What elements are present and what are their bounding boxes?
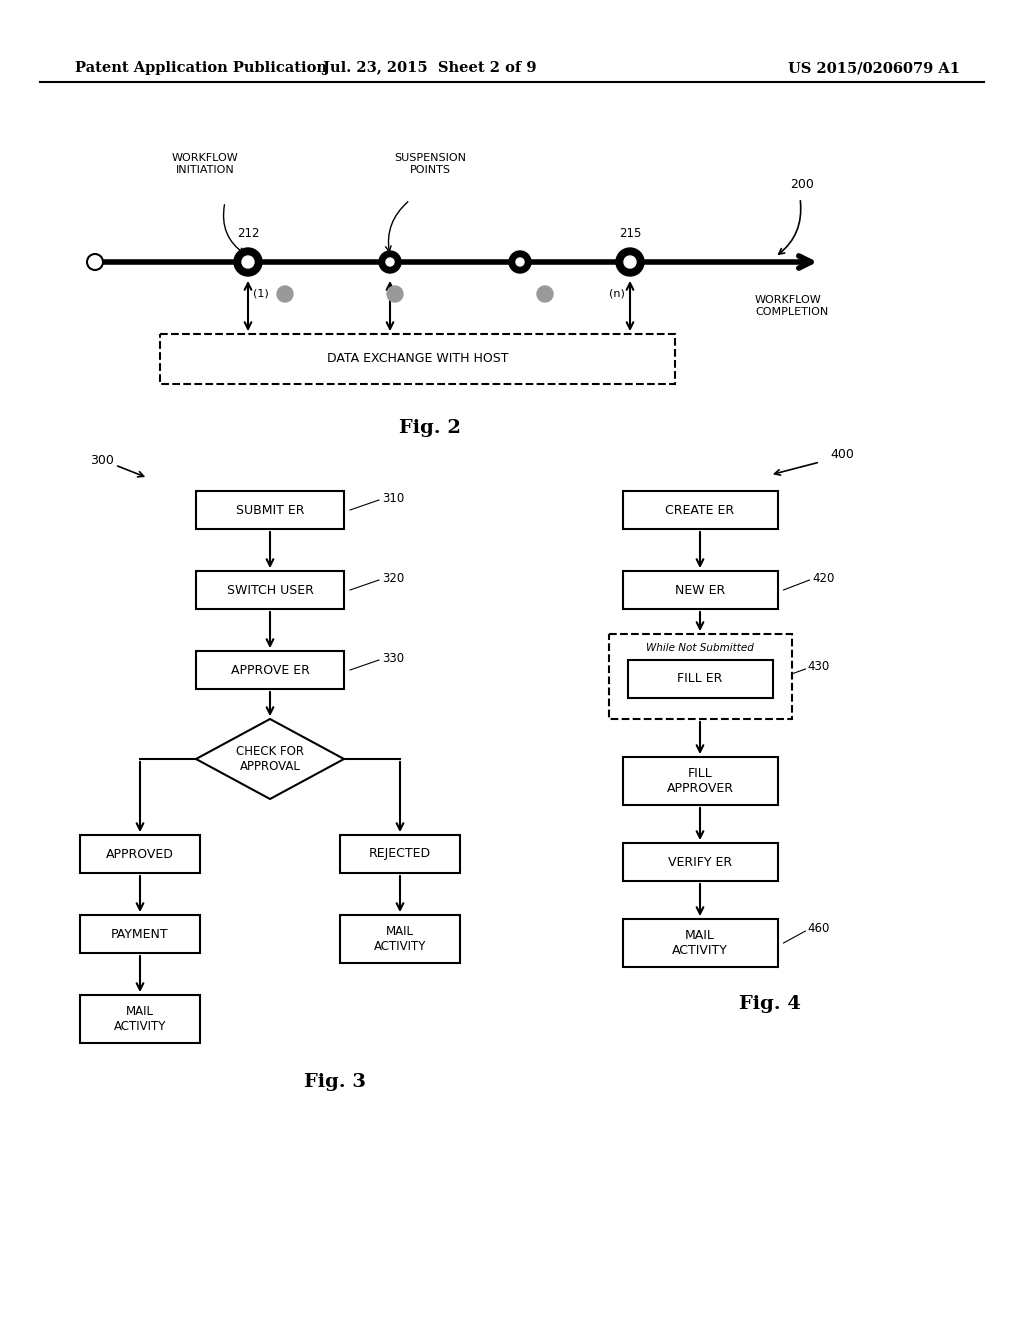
Bar xyxy=(623,919,777,968)
Circle shape xyxy=(234,248,262,276)
Text: APPROVE ER: APPROVE ER xyxy=(230,664,309,676)
Bar xyxy=(628,660,772,698)
Text: 420: 420 xyxy=(812,572,835,585)
Text: US 2015/0206079 A1: US 2015/0206079 A1 xyxy=(788,61,961,75)
Circle shape xyxy=(509,251,531,273)
Text: REJECTED: REJECTED xyxy=(369,847,431,861)
Bar xyxy=(623,843,777,880)
Bar xyxy=(608,634,792,719)
Text: DATA EXCHANGE WITH HOST: DATA EXCHANGE WITH HOST xyxy=(327,352,508,366)
Text: MAIL
ACTIVITY: MAIL ACTIVITY xyxy=(114,1005,166,1034)
Text: MAIL
ACTIVITY: MAIL ACTIVITY xyxy=(672,929,728,957)
Text: 310: 310 xyxy=(382,491,404,504)
Text: 212: 212 xyxy=(237,227,259,240)
Bar xyxy=(80,836,200,873)
Text: WORKFLOW
COMPLETION: WORKFLOW COMPLETION xyxy=(755,294,828,317)
Text: FILL
APPROVER: FILL APPROVER xyxy=(667,767,733,795)
Text: 330: 330 xyxy=(382,652,404,664)
Bar xyxy=(160,334,675,384)
Text: FILL ER: FILL ER xyxy=(677,672,723,685)
Text: (1): (1) xyxy=(253,289,268,300)
Bar xyxy=(340,836,460,873)
Circle shape xyxy=(387,286,403,302)
Text: Fig. 4: Fig. 4 xyxy=(739,995,801,1012)
Text: Jul. 23, 2015  Sheet 2 of 9: Jul. 23, 2015 Sheet 2 of 9 xyxy=(324,61,537,75)
Text: 300: 300 xyxy=(90,454,114,466)
Text: CREATE ER: CREATE ER xyxy=(666,503,734,516)
Text: VERIFY ER: VERIFY ER xyxy=(668,855,732,869)
Bar xyxy=(196,572,344,609)
Text: While Not Submitted: While Not Submitted xyxy=(646,643,754,653)
Bar xyxy=(80,915,200,953)
Circle shape xyxy=(386,257,394,267)
Text: Patent Application Publication: Patent Application Publication xyxy=(75,61,327,75)
Text: WORKFLOW
INITIATION: WORKFLOW INITIATION xyxy=(172,153,239,176)
Text: PAYMENT: PAYMENT xyxy=(112,928,169,940)
Text: 215: 215 xyxy=(618,227,641,240)
Polygon shape xyxy=(196,719,344,799)
Text: 430: 430 xyxy=(808,660,829,673)
Text: Fig. 3: Fig. 3 xyxy=(304,1073,366,1092)
Text: SUBMIT ER: SUBMIT ER xyxy=(236,503,304,516)
Text: CHECK FOR
APPROVAL: CHECK FOR APPROVAL xyxy=(236,744,304,774)
Circle shape xyxy=(379,251,401,273)
Circle shape xyxy=(624,256,636,268)
Circle shape xyxy=(616,248,644,276)
Text: MAIL
ACTIVITY: MAIL ACTIVITY xyxy=(374,925,426,953)
Text: NEW ER: NEW ER xyxy=(675,583,725,597)
Text: (n): (n) xyxy=(609,289,625,300)
Circle shape xyxy=(87,253,103,271)
Bar xyxy=(340,915,460,964)
Bar xyxy=(196,651,344,689)
Text: SUSPENSION
POINTS: SUSPENSION POINTS xyxy=(394,153,466,176)
Circle shape xyxy=(278,286,293,302)
Bar xyxy=(623,572,777,609)
Text: SWITCH USER: SWITCH USER xyxy=(226,583,313,597)
Circle shape xyxy=(516,257,524,267)
Bar xyxy=(623,491,777,529)
Text: 400: 400 xyxy=(830,449,854,462)
Bar xyxy=(623,756,777,805)
Circle shape xyxy=(242,256,254,268)
Text: Fig. 2: Fig. 2 xyxy=(399,418,461,437)
Text: 200: 200 xyxy=(790,178,814,191)
Text: 320: 320 xyxy=(382,572,404,585)
Text: APPROVED: APPROVED xyxy=(106,847,174,861)
Bar xyxy=(196,491,344,529)
Bar xyxy=(80,995,200,1043)
Text: 460: 460 xyxy=(808,921,829,935)
Circle shape xyxy=(537,286,553,302)
